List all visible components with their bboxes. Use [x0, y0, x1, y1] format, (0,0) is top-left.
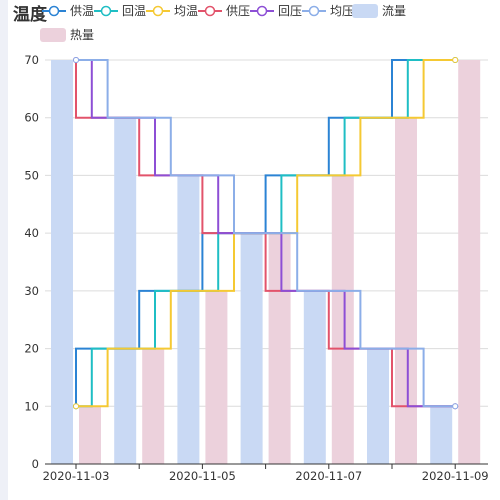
legend-label: 供温 — [70, 4, 94, 18]
bar-heat — [268, 233, 291, 464]
bar-flow — [240, 233, 263, 464]
legend-item[interactable]: 均温 — [146, 4, 198, 18]
x-tick-label: 2020-11-05 — [169, 469, 236, 483]
legend-bar-icon — [352, 4, 378, 18]
legend-item[interactable]: 供温 — [42, 4, 94, 18]
bar-flow — [114, 117, 137, 464]
y-tick-label: 10 — [24, 399, 39, 413]
legend-marker-icon — [308, 5, 320, 17]
legend-item[interactable]: 热量 — [40, 28, 94, 42]
legend-label: 供压 — [226, 4, 250, 18]
legend-marker-icon — [152, 5, 164, 17]
legend-bar-icon — [40, 28, 66, 42]
y-tick-label: 50 — [24, 168, 39, 182]
y-tick-label: 70 — [24, 53, 39, 67]
series-point — [452, 403, 459, 410]
y-tick-label: 60 — [24, 111, 39, 125]
legend-label: 热量 — [70, 28, 94, 42]
bars — [51, 60, 481, 464]
lines — [73, 57, 459, 410]
y-tick-label: 30 — [24, 284, 39, 298]
series-point — [73, 57, 79, 63]
bar-flow — [51, 60, 73, 464]
legend-marker-icon — [204, 5, 216, 17]
legend-label: 均温 — [174, 4, 198, 18]
bar-heat — [79, 406, 101, 464]
x-tick-label: 2020-11-07 — [295, 469, 362, 483]
chart-title: 温度 — [13, 4, 48, 25]
x-tick-label: 2020-11-09 — [422, 469, 489, 483]
y-tick-label: 0 — [32, 457, 39, 471]
legend-item[interactable]: 供压 — [198, 4, 250, 18]
y-tick-label: 40 — [24, 226, 39, 240]
bar-heat — [205, 290, 228, 464]
side-panel-strip — [0, 0, 8, 500]
legend-label: 回压 — [278, 4, 302, 18]
series-point — [452, 57, 459, 63]
legend-item[interactable]: 回压 — [250, 4, 302, 18]
bar-flow — [303, 290, 326, 464]
legend-marker-icon — [48, 5, 60, 17]
legend-label: 均压 — [330, 4, 354, 18]
bar-heat — [331, 175, 354, 464]
legend-item[interactable]: 回温 — [94, 4, 146, 18]
x-tick-label: 2020-11-03 — [43, 469, 110, 483]
series-point — [73, 403, 79, 410]
bar-heat — [395, 117, 417, 464]
axes: 0 10 20 30 40 50 60 70 2020-11-03 2020-11-05 2020-… — [24, 53, 488, 483]
bar-flow — [367, 348, 389, 464]
legend-label: 流量 — [382, 4, 406, 18]
bar-flow — [430, 406, 453, 464]
legend-marker-icon — [256, 5, 268, 17]
bar-flow — [177, 175, 200, 464]
bar-heat — [458, 60, 481, 464]
series-line — [76, 59, 456, 408]
bar-heat — [142, 348, 165, 464]
legend-marker-icon — [100, 5, 112, 17]
legend-label: 回温 — [122, 4, 146, 18]
legend-item[interactable]: 流量 — [352, 4, 406, 18]
legend-item[interactable]: 均压 — [302, 4, 354, 18]
y-tick-label: 20 — [24, 342, 39, 356]
